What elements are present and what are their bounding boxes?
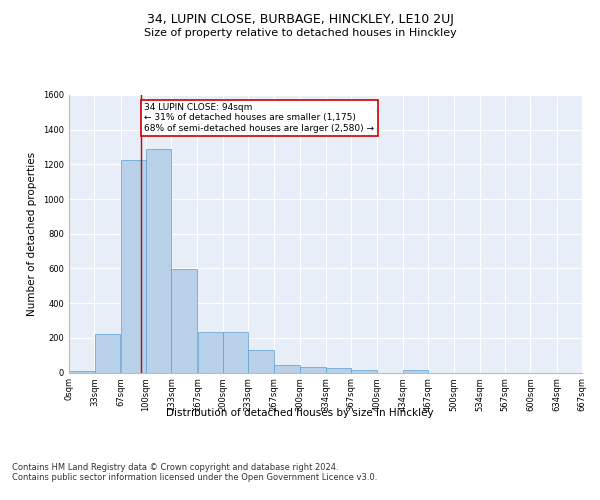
Bar [95, 334, 121, 372]
Bar [121, 160, 146, 372]
Text: Distribution of detached houses by size in Hinckley: Distribution of detached houses by size … [166, 408, 434, 418]
Bar [69, 371, 94, 372]
Bar [223, 332, 248, 372]
Bar [146, 149, 171, 372]
Bar [248, 350, 274, 372]
Bar [300, 368, 326, 372]
Text: 34 LUPIN CLOSE: 94sqm
← 31% of detached houses are smaller (1,175)
68% of semi-d: 34 LUPIN CLOSE: 94sqm ← 31% of detached … [145, 103, 374, 132]
Text: Size of property relative to detached houses in Hinckley: Size of property relative to detached ho… [143, 28, 457, 38]
Bar [403, 370, 428, 372]
Bar [197, 332, 223, 372]
Text: Contains HM Land Registry data © Crown copyright and database right 2024.
Contai: Contains HM Land Registry data © Crown c… [12, 462, 377, 482]
Text: 34, LUPIN CLOSE, BURBAGE, HINCKLEY, LE10 2UJ: 34, LUPIN CLOSE, BURBAGE, HINCKLEY, LE10… [146, 12, 454, 26]
Bar [352, 370, 377, 372]
Bar [274, 364, 299, 372]
Y-axis label: Number of detached properties: Number of detached properties [28, 152, 37, 316]
Bar [172, 270, 197, 372]
Bar [326, 368, 351, 372]
